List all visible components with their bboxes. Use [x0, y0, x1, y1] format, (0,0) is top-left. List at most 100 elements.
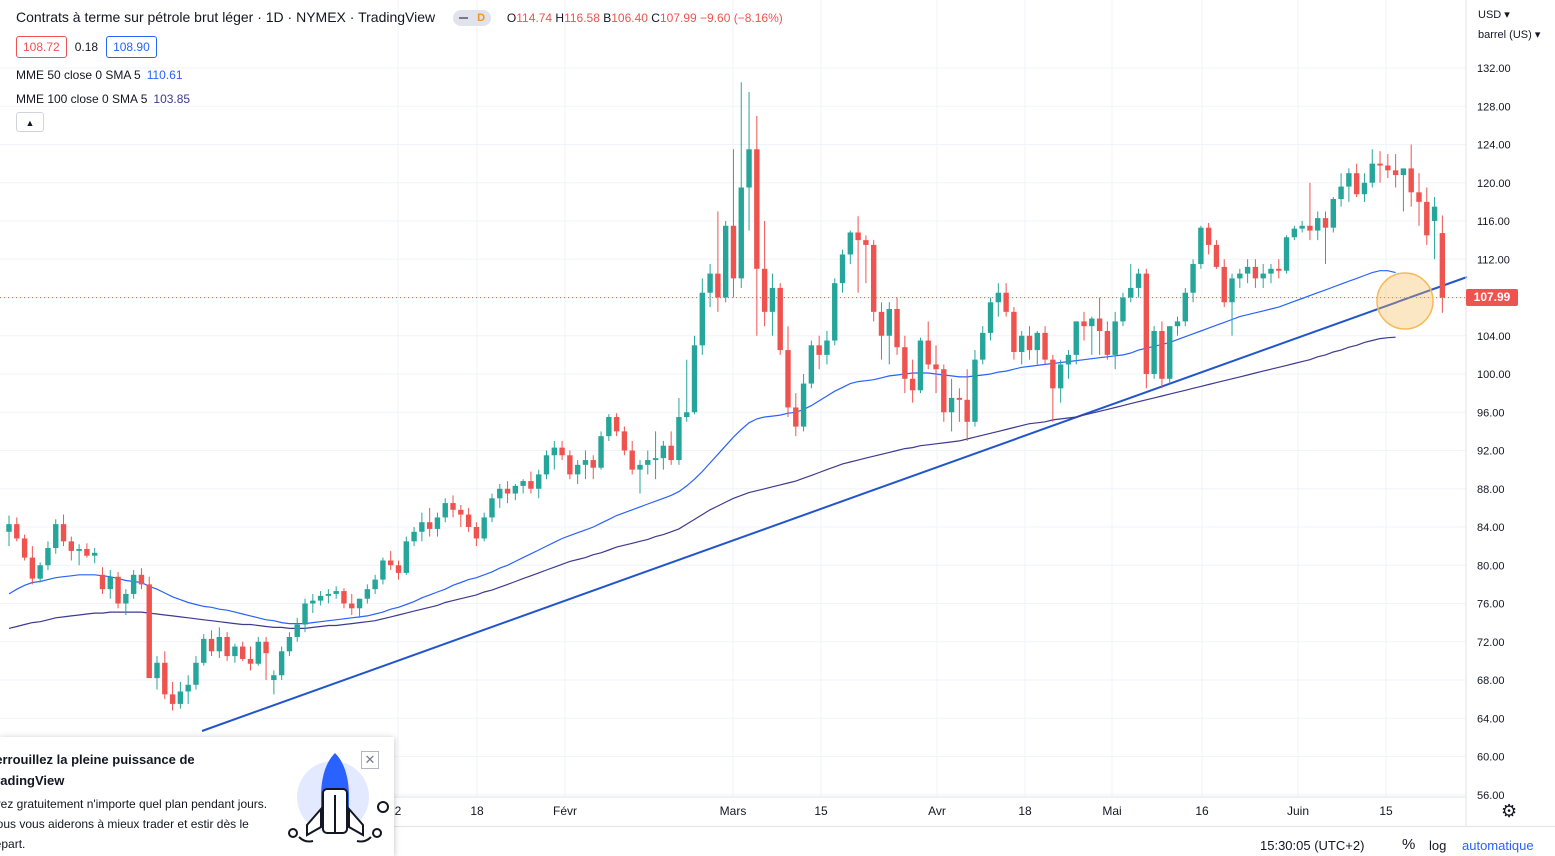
high-label: H — [555, 11, 565, 25]
candle-body — [349, 603, 355, 609]
price-tick-label: 96.00 — [1477, 407, 1505, 419]
price-tick-label: 132.00 — [1477, 63, 1511, 75]
candle-body — [53, 524, 59, 549]
candle-body — [1065, 354, 1072, 365]
close-value: 107.99 — [659, 11, 697, 25]
candle-body — [442, 503, 448, 518]
candle-body — [1167, 326, 1173, 379]
candle-body — [722, 225, 729, 298]
close-label: C — [651, 11, 660, 25]
candle-body — [886, 308, 892, 336]
candle-body — [1392, 170, 1399, 176]
candle-body — [691, 345, 698, 413]
candle-body — [1174, 321, 1181, 327]
time-axis[interactable]: 2 18 Févr Mars 15 Avr 18 Mai 16 Juin 15 — [395, 804, 1393, 818]
candle-body — [785, 350, 791, 408]
candle-body — [808, 345, 815, 384]
time-tick-label: 16 — [1195, 804, 1209, 818]
percent-toggle[interactable]: % — [1402, 836, 1416, 853]
candle-body — [247, 658, 254, 664]
candle-body — [1096, 318, 1103, 331]
candle-body — [193, 662, 199, 685]
indicator-ema50[interactable]: MME 50 close 0 SMA 5 110.61 — [16, 68, 183, 82]
candle-body — [1073, 321, 1079, 355]
candle-body — [169, 694, 176, 704]
support-trendline[interactable] — [201, 276, 1468, 732]
candle-body — [84, 548, 90, 556]
candle-body — [629, 450, 635, 470]
price-tick-label: 76.00 — [1477, 599, 1505, 611]
time-tick-label: Avr — [928, 804, 946, 818]
symbol-title[interactable]: Contrats à terme sur pétrole brut léger … — [16, 9, 436, 25]
candle-body — [29, 557, 36, 579]
indicator-ema100[interactable]: MME 100 close 0 SMA 5 103.85 — [16, 92, 190, 106]
price-tick-label: 104.00 — [1477, 331, 1511, 343]
candle-body — [512, 485, 519, 494]
candle-body — [286, 636, 293, 652]
candle-body — [1120, 297, 1126, 322]
candle-body — [1338, 186, 1344, 200]
candle-body — [520, 481, 526, 486]
time-tick-label: Juin — [1287, 804, 1309, 818]
candle-body — [450, 503, 456, 510]
candle-body — [1003, 292, 1009, 312]
market-status-badge[interactable]: D — [453, 10, 492, 27]
candle-body — [878, 311, 885, 336]
dash-icon — [459, 17, 469, 20]
candle-body — [1346, 173, 1352, 187]
candle-body — [574, 464, 581, 475]
price-tick-label: 124.00 — [1477, 140, 1511, 152]
candle-body — [902, 347, 908, 379]
sell-price-button[interactable]: 108.72 — [16, 36, 67, 58]
price-tick-label: 56.00 — [1477, 790, 1505, 802]
gear-icon[interactable]: ⚙ — [1501, 801, 1518, 821]
candle-body — [388, 560, 394, 566]
close-icon[interactable]: ✕ — [361, 751, 379, 769]
candle-body — [637, 464, 643, 470]
candle-body — [536, 474, 542, 489]
ohlc-values: O114.74 H116.58 B106.40 C107.99 −9.60 (−… — [507, 11, 783, 25]
candle-body — [216, 636, 223, 652]
candle-body — [1291, 228, 1298, 238]
open-label: O — [506, 11, 517, 25]
candle-body — [1330, 199, 1336, 228]
candle-body — [1416, 192, 1422, 202]
candle-body — [489, 498, 495, 518]
price-tick-label: 84.00 — [1477, 522, 1505, 534]
candle-body — [14, 524, 20, 539]
price-tick-label: 60.00 — [1477, 752, 1505, 764]
auto-scale-toggle[interactable]: automatique — [1462, 838, 1534, 853]
candle-body — [271, 675, 277, 680]
candle-body — [777, 287, 783, 351]
candle-body — [832, 283, 838, 341]
candle-body — [395, 565, 402, 573]
candle-body — [99, 574, 106, 590]
buy-price-button[interactable]: 108.90 — [106, 36, 157, 58]
candle-body — [738, 187, 744, 279]
candle-body — [364, 589, 371, 599]
log-toggle[interactable]: log — [1429, 838, 1447, 853]
candle-body — [1011, 311, 1017, 353]
unit-select[interactable]: barrel (US) ▾ — [1478, 29, 1541, 41]
candle-body — [6, 524, 12, 532]
candle-body — [45, 548, 51, 566]
candle-body — [1237, 273, 1243, 279]
candle-body — [1050, 359, 1056, 389]
candle-body — [185, 684, 191, 692]
candle-body — [263, 641, 269, 654]
candle-body — [567, 455, 573, 475]
price-axis[interactable]: 56.00 60.00 64.00 68.00 72.00 76.00 80.00 84.00… — [1477, 63, 1511, 802]
price-chart[interactable]: 56.00 60.00 64.00 68.00 72.00 76.00 80.00 84.00… — [0, 0, 1555, 826]
candle-body — [458, 509, 464, 515]
candle-body — [707, 273, 713, 293]
candle-body — [754, 149, 760, 269]
currency-select[interactable]: USD ▾ — [1478, 9, 1510, 21]
indicator-label: MME 100 close 0 SMA 5 — [16, 92, 148, 106]
price-tick-label: 120.00 — [1477, 178, 1511, 190]
collapse-legend-button[interactable]: ▲ — [16, 112, 44, 132]
candle-body — [1283, 237, 1290, 271]
candle-body — [1034, 332, 1040, 351]
clock[interactable]: 15:30:05 (UTC+2) — [1260, 838, 1365, 853]
candle-body — [598, 436, 604, 468]
candle-body — [162, 662, 168, 695]
